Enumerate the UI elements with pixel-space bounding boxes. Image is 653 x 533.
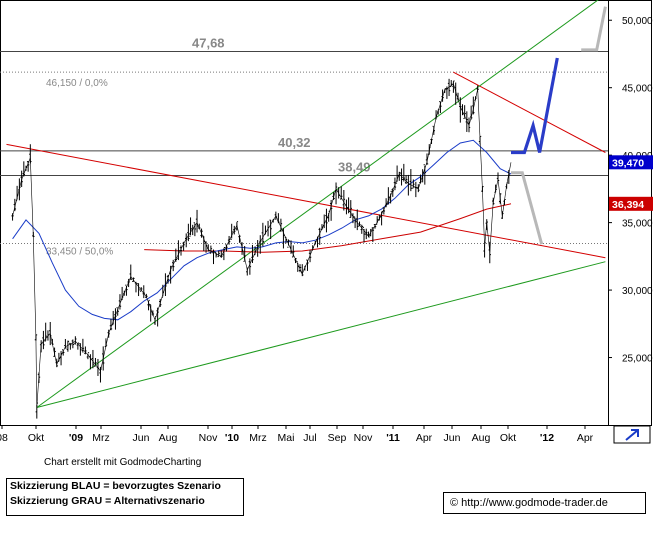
arrow-icon — [625, 429, 639, 441]
x-tick-label: Jul — [303, 432, 316, 444]
x-tick-label: '09 — [69, 432, 83, 444]
level-label-1: 46,150 / 0,0% — [46, 78, 108, 89]
x-tick-label: Apr — [416, 432, 433, 444]
x-tick-label: Okt — [28, 432, 44, 444]
y-tick-label: 45,000 — [622, 84, 653, 95]
level-label-0: 47,68 — [192, 36, 225, 51]
scenario-legend: Skizzierung BLAU = bevorzugtes Szenario … — [6, 478, 244, 516]
price-label-0: 39,470 — [612, 157, 644, 169]
x-tick-label: Aug — [472, 432, 491, 444]
x-tick-label: 08 — [0, 432, 8, 444]
trendline-green-2 — [36, 0, 599, 408]
level-label-4: 33,450 / 50,0% — [46, 247, 113, 258]
grey-scenario-path — [511, 171, 544, 245]
x-tick-label: Sep — [328, 432, 347, 444]
chart-credit: Chart erstellt mit GodmodeCharting — [44, 457, 202, 468]
x-tick-label: Jun — [444, 432, 461, 444]
y-tick-label: 25,000 — [622, 354, 653, 365]
red-moving-average — [144, 203, 512, 253]
x-tick-label: '11 — [386, 432, 400, 444]
x-tick-label: Mrz — [249, 432, 267, 444]
price-label-1: 36,394 — [612, 199, 644, 211]
x-tick-label: Aug — [159, 432, 178, 444]
trendline-green-3 — [36, 261, 606, 408]
trendline-red-1 — [453, 71, 606, 153]
legend-grey: Skizzierung GRAU = Alternativszenario — [10, 495, 205, 507]
y-tick-label: 35,000 — [622, 219, 653, 230]
y-tick-label: 50,000 — [622, 16, 653, 27]
blue-moving-average — [12, 139, 512, 321]
x-tick-label: Apr — [577, 432, 594, 444]
source-url-text: http://www.godmode-trader.de — [461, 497, 608, 509]
price-label-box-0 — [609, 155, 653, 170]
x-tick-label: Mai — [278, 432, 295, 444]
source-url[interactable]: © http://www.godmode-trader.de — [443, 492, 646, 514]
x-tick-label: '12 — [540, 432, 554, 444]
price-path — [12, 83, 512, 408]
x-tick-label: Okt — [500, 432, 516, 444]
y-tick-label: 30,000 — [622, 286, 653, 297]
legend-blue: Skizzierung BLAU = bevorzugtes Szenario — [10, 480, 221, 492]
price-label-box-1 — [609, 196, 653, 211]
x-tick-label: Jun — [133, 432, 150, 444]
level-label-3: 38,49 — [338, 160, 371, 175]
x-tick-label: Mrz — [92, 432, 110, 444]
copyright-icon: © — [450, 497, 459, 509]
x-tick-label: Nov — [199, 432, 218, 444]
trendline-red-0 — [6, 143, 606, 259]
x-tick-label: '10 — [225, 432, 239, 444]
blue-scenario-path — [511, 57, 559, 155]
level-label-2: 40,32 — [278, 135, 311, 150]
y-axis-panel — [608, 0, 652, 426]
grey-scenario-top-path — [581, 6, 607, 52]
x-tick-label: Nov — [354, 432, 373, 444]
